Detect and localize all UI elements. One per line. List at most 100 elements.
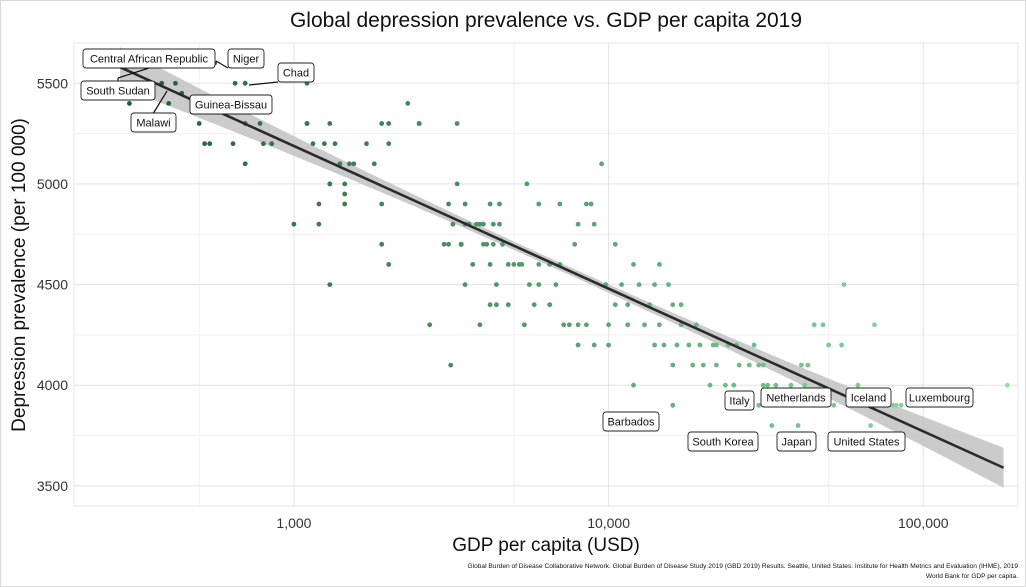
data-point bbox=[531, 302, 537, 308]
data-point bbox=[631, 382, 636, 388]
data-point bbox=[642, 322, 647, 328]
data-point bbox=[826, 342, 831, 348]
data-point bbox=[462, 282, 468, 287]
x-tick-label: 100,000 bbox=[898, 515, 949, 531]
data-point bbox=[670, 362, 676, 368]
data-point bbox=[327, 121, 333, 126]
data-point bbox=[454, 121, 460, 126]
data-point bbox=[446, 241, 451, 247]
annotation-label: South Korea bbox=[692, 437, 754, 449]
data-point bbox=[470, 262, 476, 267]
data-point bbox=[773, 382, 779, 388]
data-point bbox=[511, 262, 517, 267]
annotation-label: Chad bbox=[283, 68, 309, 80]
data-point bbox=[332, 141, 338, 147]
data-point bbox=[386, 141, 392, 147]
data-point bbox=[802, 382, 808, 388]
annotation-united-states: United States bbox=[827, 431, 906, 452]
annotation-label: Japan bbox=[782, 437, 812, 449]
data-point bbox=[868, 423, 873, 428]
data-point bbox=[477, 322, 483, 328]
annotation-label: Luxembourg bbox=[909, 393, 970, 405]
data-point bbox=[405, 101, 411, 106]
data-point bbox=[588, 201, 594, 207]
data-point bbox=[316, 201, 322, 207]
data-point bbox=[584, 322, 589, 328]
data-point bbox=[547, 302, 553, 308]
data-point bbox=[697, 342, 703, 348]
data-point bbox=[207, 141, 213, 147]
data-point bbox=[799, 362, 804, 368]
data-point bbox=[497, 201, 502, 207]
data-point bbox=[487, 302, 493, 308]
data-point bbox=[269, 141, 275, 147]
annotation-label: Netherlands bbox=[766, 393, 826, 405]
data-point bbox=[379, 241, 385, 247]
data-point bbox=[788, 382, 794, 388]
data-point bbox=[557, 201, 563, 207]
data-point bbox=[524, 181, 530, 187]
data-point bbox=[619, 282, 624, 287]
data-point bbox=[441, 241, 447, 247]
data-point bbox=[693, 322, 699, 328]
annotation-barbados: Barbados bbox=[602, 411, 660, 432]
data-point bbox=[505, 262, 511, 267]
data-point bbox=[625, 322, 631, 328]
data-point bbox=[707, 382, 713, 388]
y-tick-label: 5500 bbox=[37, 75, 68, 91]
data-point bbox=[474, 221, 479, 227]
gridlines bbox=[74, 43, 1018, 506]
data-point bbox=[519, 262, 525, 267]
data-point bbox=[522, 322, 527, 328]
caption-line-1: Global Burden of Disease Collaborative N… bbox=[468, 563, 1019, 570]
data-point bbox=[700, 362, 706, 368]
data-point bbox=[487, 262, 493, 267]
data-point bbox=[805, 362, 811, 368]
data-point bbox=[327, 181, 333, 187]
data-point bbox=[322, 141, 327, 147]
data-point bbox=[612, 241, 618, 247]
data-point bbox=[462, 201, 468, 207]
data-point bbox=[536, 201, 542, 207]
annotation-luxembourg: Luxembourg bbox=[905, 387, 974, 408]
y-tick-label: 4000 bbox=[37, 377, 68, 393]
data-point bbox=[487, 201, 493, 207]
data-point bbox=[347, 161, 352, 167]
data-point bbox=[427, 322, 433, 328]
annotation-netherlands: Netherlands bbox=[760, 387, 832, 408]
data-point bbox=[731, 382, 737, 388]
data-point bbox=[575, 221, 581, 227]
data-point bbox=[500, 241, 505, 247]
data-point bbox=[599, 161, 604, 167]
data-point bbox=[232, 80, 238, 86]
annotation-label: Barbados bbox=[607, 417, 655, 429]
data-point bbox=[242, 161, 248, 167]
data-point bbox=[494, 282, 499, 287]
data-point bbox=[458, 241, 464, 247]
data-point bbox=[257, 121, 263, 126]
annotation-label: Guinea-Bissau bbox=[195, 100, 267, 112]
data-point bbox=[855, 382, 861, 388]
data-point bbox=[173, 80, 178, 86]
y-tick-label: 4500 bbox=[37, 277, 68, 293]
data-point bbox=[898, 402, 904, 408]
annotation-south-sudan: South Sudan bbox=[80, 78, 156, 101]
data-point bbox=[612, 302, 618, 308]
data-point bbox=[342, 201, 348, 207]
annotation-italy: Italy bbox=[724, 390, 755, 411]
data-point bbox=[652, 342, 657, 348]
data-point bbox=[261, 141, 266, 147]
data-point bbox=[342, 181, 348, 187]
data-point bbox=[416, 121, 422, 126]
data-point bbox=[714, 342, 719, 348]
data-point bbox=[893, 402, 899, 408]
annotation-label: Iceland bbox=[851, 393, 886, 405]
data-point bbox=[652, 282, 657, 287]
data-point bbox=[765, 382, 770, 388]
data-point bbox=[379, 121, 385, 126]
y-tick-labels: 3500 4000 4500 5000 5500 bbox=[37, 75, 68, 494]
data-point bbox=[841, 282, 847, 287]
data-point bbox=[566, 322, 572, 328]
data-point bbox=[723, 382, 728, 388]
y-tick-label: 5000 bbox=[37, 176, 68, 192]
